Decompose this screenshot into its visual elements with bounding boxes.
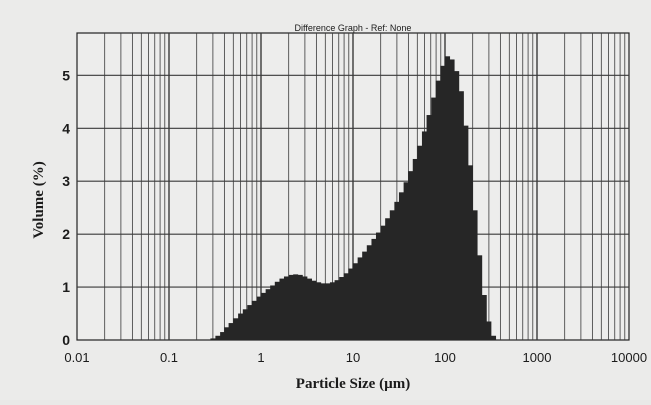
y-tick-label: 4 xyxy=(62,120,70,136)
x-tick-label: 1 xyxy=(257,350,264,365)
bar xyxy=(454,71,460,340)
bar xyxy=(486,321,492,340)
bar xyxy=(412,158,418,340)
bar xyxy=(435,80,441,340)
bar xyxy=(371,238,377,340)
bar xyxy=(329,282,335,340)
bar xyxy=(403,182,409,340)
bar xyxy=(357,257,363,340)
bar xyxy=(274,281,280,340)
bar xyxy=(490,335,497,340)
x-tick-label: 10 xyxy=(346,350,360,365)
x-tick-label: 1000 xyxy=(523,350,552,365)
bar xyxy=(380,225,386,340)
bar xyxy=(238,313,244,340)
bar xyxy=(306,278,313,340)
y-tick-labels: 0 1 2 3 4 5 xyxy=(62,67,70,348)
bar xyxy=(224,327,229,340)
bar xyxy=(426,115,432,340)
bar xyxy=(320,283,326,340)
y-tick-label: 0 xyxy=(62,332,70,348)
bar xyxy=(270,285,276,340)
bar xyxy=(279,278,285,340)
bar xyxy=(215,335,221,340)
bar-series xyxy=(210,56,497,341)
bar xyxy=(352,263,359,340)
bar xyxy=(288,274,294,340)
bar xyxy=(339,277,345,340)
bar xyxy=(472,210,478,340)
bar xyxy=(316,282,322,340)
bar xyxy=(477,255,483,340)
bar xyxy=(343,273,349,340)
bar xyxy=(265,289,271,340)
bar xyxy=(398,192,405,340)
y-axis-title: Volume (%) xyxy=(31,161,47,238)
bar xyxy=(233,318,239,340)
bar xyxy=(210,338,216,340)
bar xyxy=(362,251,368,340)
bar xyxy=(348,268,354,340)
bar xyxy=(467,165,473,340)
bar xyxy=(440,65,446,341)
chart-title: Difference Graph - Ref: None xyxy=(295,23,412,33)
bar xyxy=(449,59,455,341)
bar xyxy=(417,145,423,340)
bar xyxy=(311,280,317,340)
bar xyxy=(251,300,257,340)
bar xyxy=(261,292,267,340)
bar xyxy=(283,276,289,340)
y-tick-label: 5 xyxy=(62,67,70,83)
bar xyxy=(421,131,427,340)
bar xyxy=(334,280,340,340)
bar xyxy=(389,210,395,340)
y-tick-label: 1 xyxy=(62,279,70,295)
bar xyxy=(481,295,487,340)
x-tick-labels: 0.01 0.1 1 10 100 1000 10000 xyxy=(64,350,647,365)
bar xyxy=(463,125,469,341)
y-tick-label: 2 xyxy=(62,226,70,242)
bar xyxy=(431,97,437,340)
y-tick-label: 3 xyxy=(62,173,70,189)
bar xyxy=(375,232,381,340)
bar xyxy=(444,56,451,341)
bar xyxy=(366,245,372,340)
bar xyxy=(256,296,262,340)
bar xyxy=(458,91,464,340)
x-tick-label: 0.1 xyxy=(160,350,178,365)
bar xyxy=(220,332,225,340)
bar xyxy=(297,274,303,340)
bar xyxy=(408,171,414,340)
bar xyxy=(385,218,391,340)
bar xyxy=(394,201,400,340)
bar xyxy=(242,309,248,340)
bar xyxy=(302,276,308,340)
bar xyxy=(247,305,253,340)
bar xyxy=(325,283,331,340)
x-tick-label: 0.01 xyxy=(64,350,89,365)
x-tick-label: 100 xyxy=(434,350,456,365)
x-tick-label: 10000 xyxy=(611,350,647,365)
bar xyxy=(228,323,234,340)
bar xyxy=(293,274,299,340)
x-axis-title: Particle Size (µm) xyxy=(296,376,410,392)
